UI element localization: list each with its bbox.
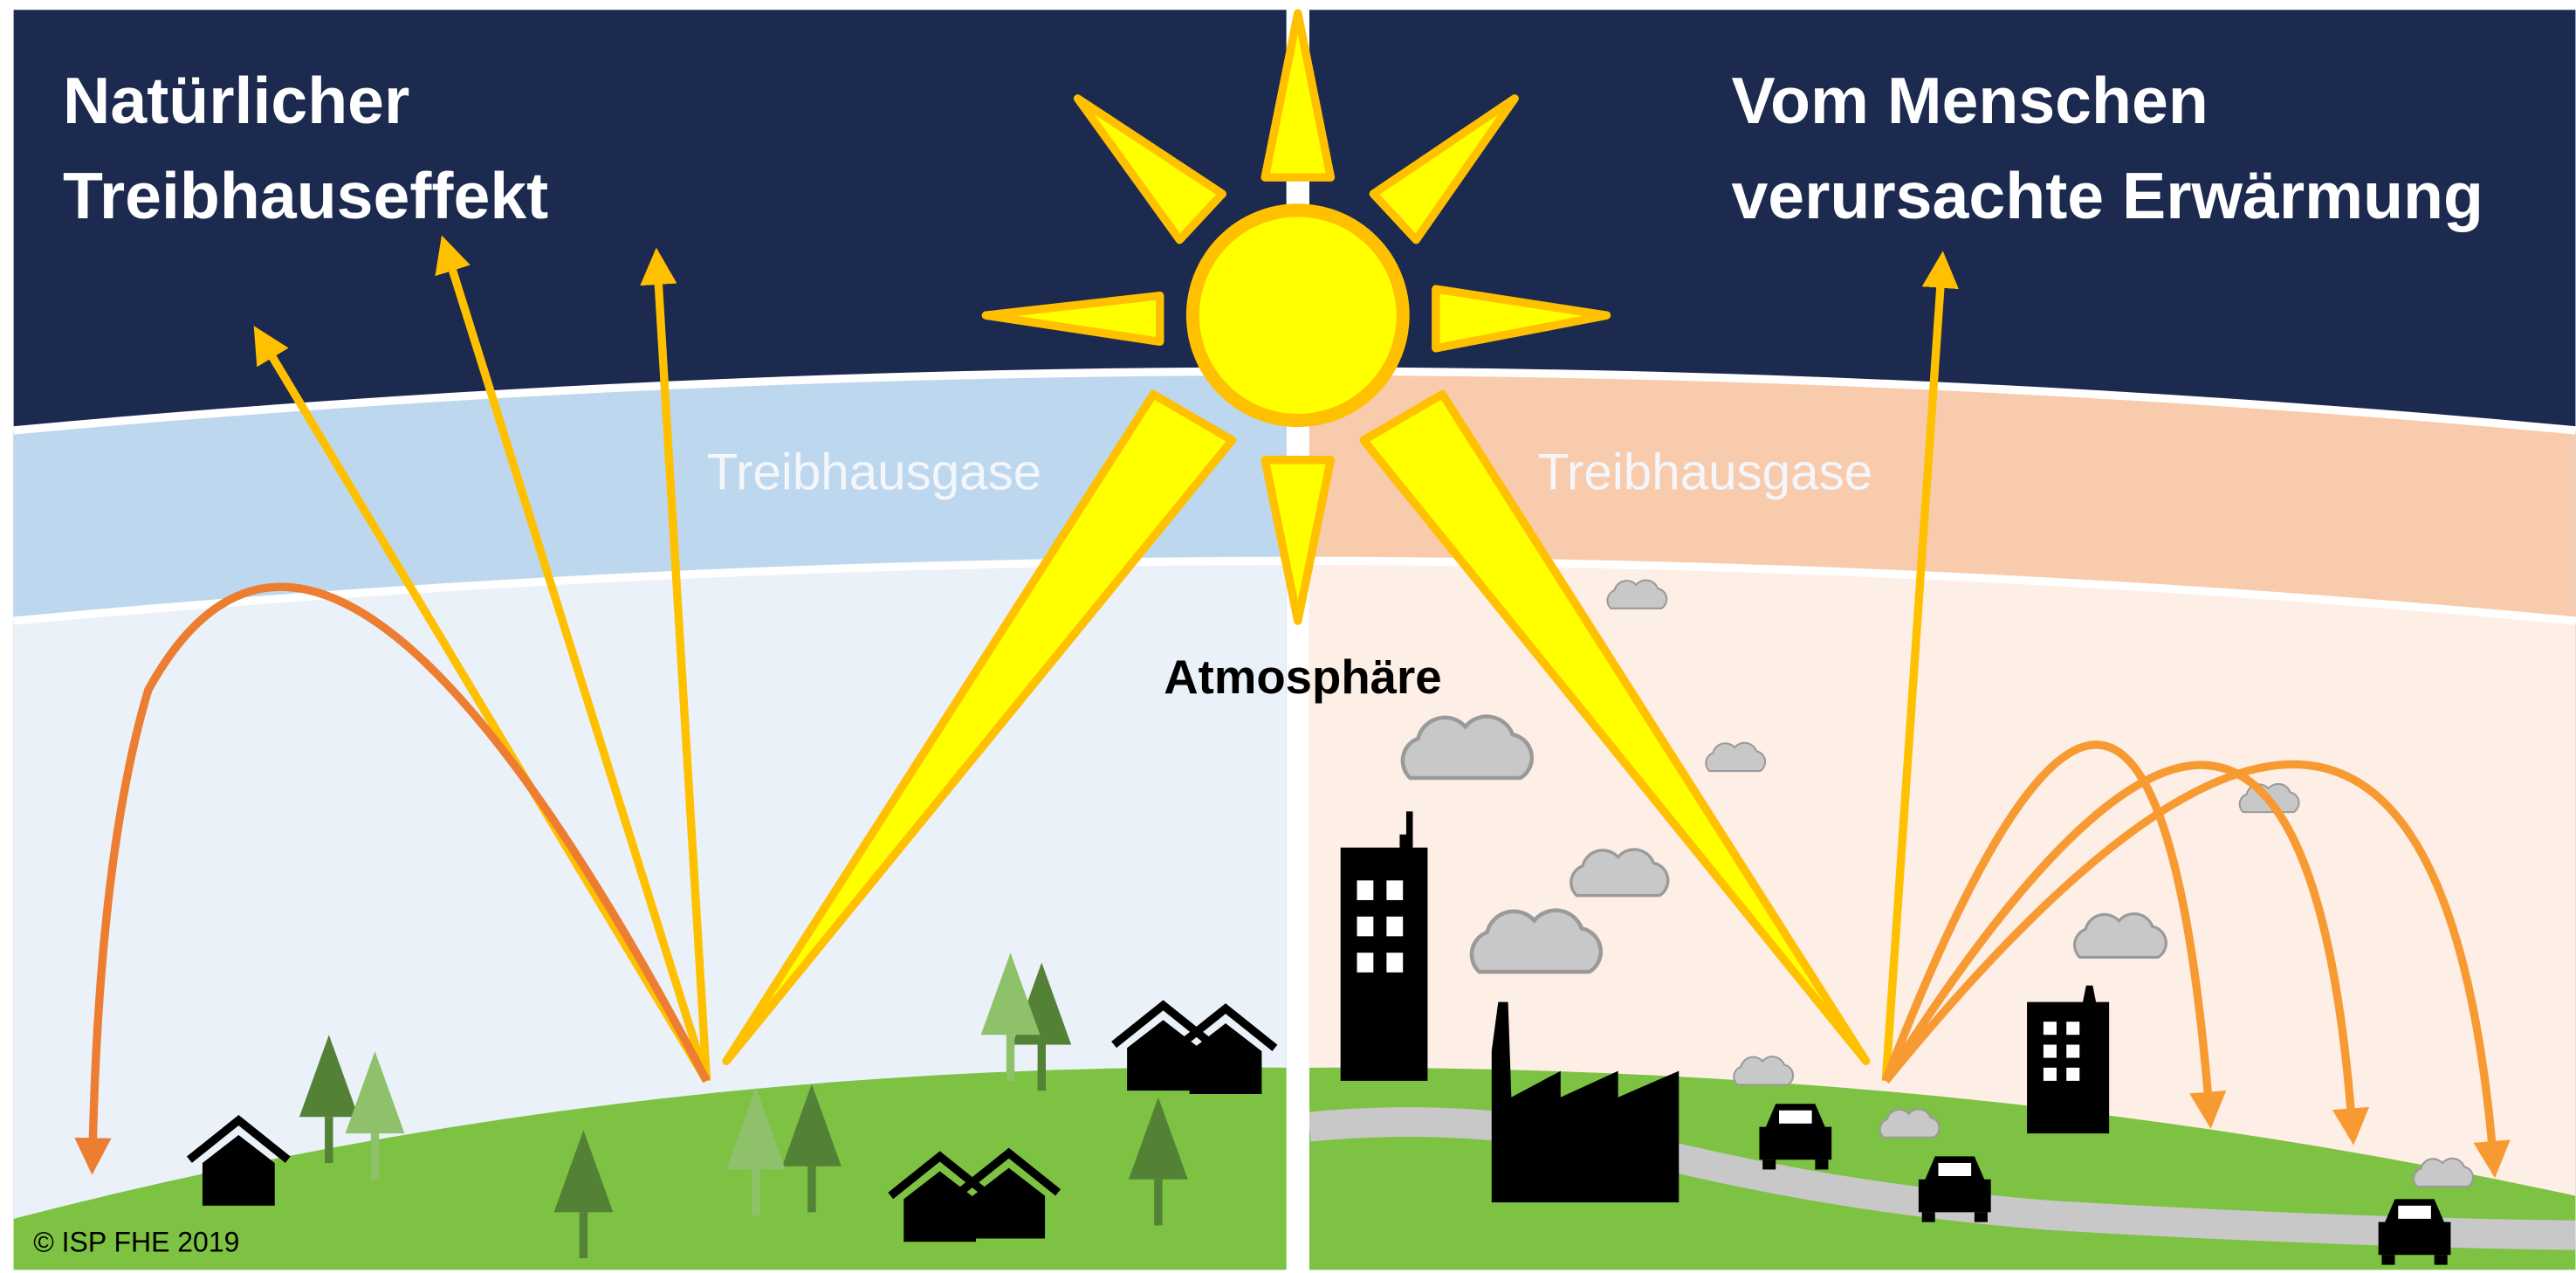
right-title: verursachte Erwärmung	[1731, 159, 2483, 232]
body: Natürlicher Treibhauseffekt Vom Menschen…	[0, 0, 2576, 1273]
left-title: Natürlicher	[63, 64, 409, 137]
layer-label: Treibhausgase	[707, 444, 1042, 501]
left-title: Treibhauseffekt	[63, 159, 548, 232]
diagram: Natürlicher Treibhauseffekt Vom Menschen…	[0, 0, 2576, 1273]
layer-label: Treibhausgase	[1538, 444, 1873, 501]
right-title: Vom Menschen	[1731, 64, 2208, 137]
page: Treibhauseffekt {"left": {"title": ["Nat…	[0, 0, 2576, 1273]
atmosphere-label: Atmosphäre	[1164, 650, 1441, 704]
divider	[1287, 0, 1309, 1273]
copyright: © ISP FHE 2019	[33, 1227, 239, 1258]
